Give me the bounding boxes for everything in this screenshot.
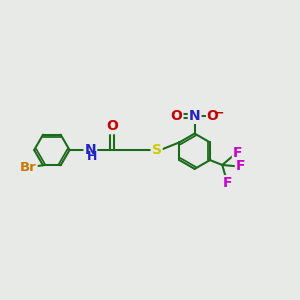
Text: O: O bbox=[207, 109, 218, 123]
Text: N: N bbox=[85, 143, 96, 157]
Text: F: F bbox=[236, 159, 245, 173]
Text: F: F bbox=[233, 146, 242, 160]
Text: F: F bbox=[222, 176, 232, 190]
Text: Br: Br bbox=[20, 161, 37, 174]
Text: N: N bbox=[189, 109, 200, 123]
Text: S: S bbox=[152, 143, 162, 157]
Text: O: O bbox=[171, 109, 182, 123]
Text: H: H bbox=[86, 150, 97, 164]
Text: −: − bbox=[213, 106, 224, 119]
Text: O: O bbox=[106, 119, 119, 133]
